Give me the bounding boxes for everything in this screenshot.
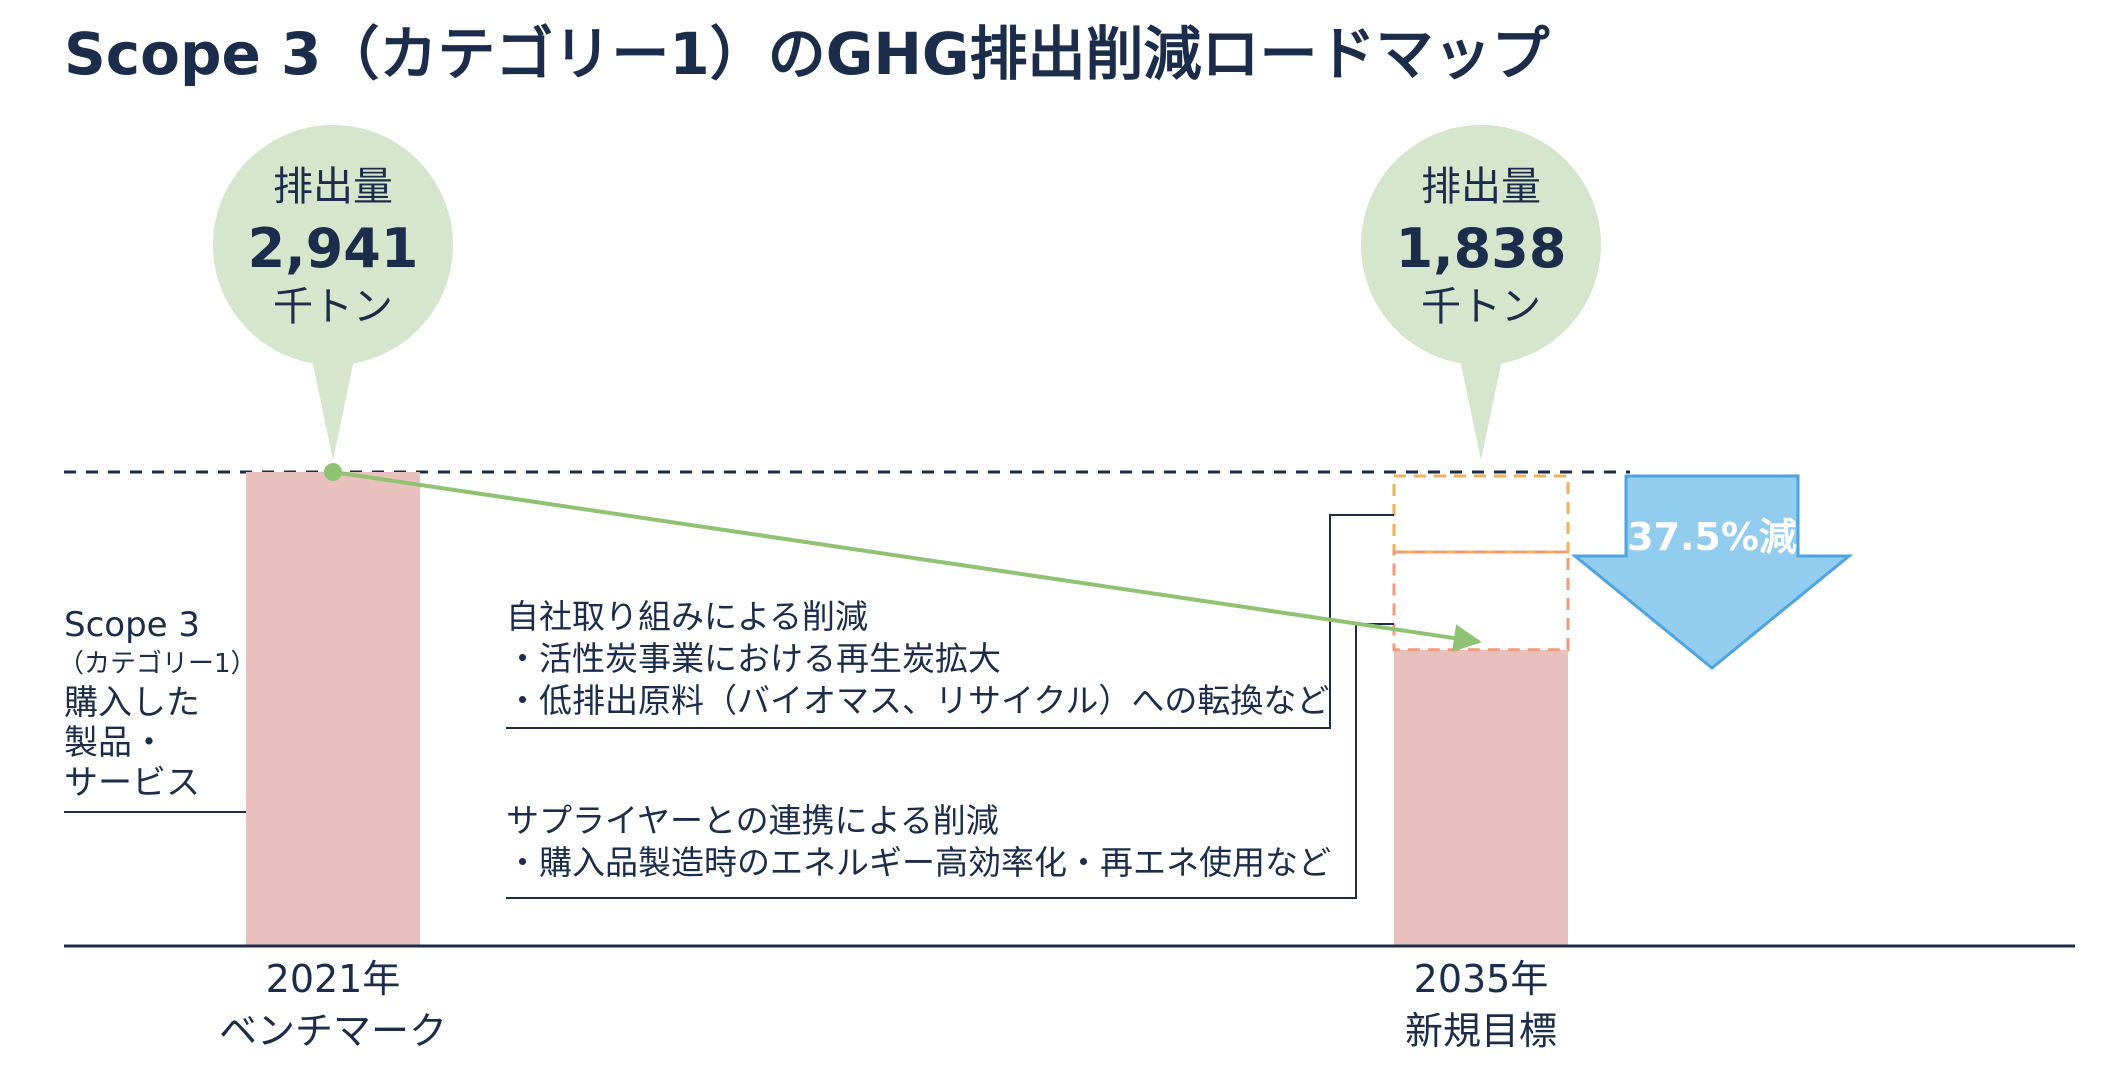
- category-label-line5: サービス: [64, 763, 200, 803]
- bubble-2035-value: 1,838: [1396, 217, 1567, 280]
- annotation-own-initiatives: 自社取り組みによる削減 ・活性炭事業における再生炭拡大 ・低排出原料（バイオマス…: [506, 514, 1394, 729]
- category-label: Scope 3 （カテゴリー1） 購入した 製品・ サービス: [58, 605, 257, 813]
- category-label-line4: 製品・: [64, 723, 166, 763]
- bubble-2021-label: 排出量: [273, 164, 393, 210]
- x-label-benchmark: ベンチマーク: [219, 1009, 447, 1053]
- bubble-2021-unit: 千トン: [273, 284, 393, 330]
- x-label-year-2021: 2021年: [266, 957, 401, 1001]
- bubble-2035-circle: [1361, 125, 1601, 365]
- bubble-2021-tail: [311, 355, 355, 460]
- category-label-line2: （カテゴリー1）: [58, 649, 257, 679]
- bubble-2035: 排出量 1,838 千トン: [1361, 125, 1601, 460]
- bubble-2035-tail: [1459, 355, 1503, 460]
- x-label-year-2035: 2035年: [1414, 957, 1549, 1001]
- x-label-new-target: 新規目標: [1405, 1009, 1557, 1053]
- bubble-2035-unit: 千トン: [1421, 284, 1541, 330]
- reduction-arrow: 37.5%減: [1570, 474, 1854, 670]
- annotation-2-heading: サプライヤーとの連携による削減: [506, 801, 999, 840]
- reduction-segment-lower: [1392, 550, 1570, 652]
- trend-arrow: [332, 470, 1482, 652]
- bubble-2035-label: 排出量: [1421, 164, 1541, 210]
- annotation-1-heading: 自社取り組みによる削減: [506, 597, 868, 636]
- reduction-segment-upper: [1392, 474, 1570, 554]
- annotation-2-bullet-1: ・購入品製造時のエネルギー高効率化・再エネ使用など: [506, 843, 1331, 882]
- bar-2021: [246, 472, 420, 946]
- bubble-2021: 排出量 2,941 千トン: [213, 125, 453, 460]
- annotation-1-bullet-1: ・活性炭事業における再生炭拡大: [506, 639, 1001, 678]
- category-label-line1: Scope 3: [64, 605, 200, 645]
- annotation-supplier-collaboration: サプライヤーとの連携による削減 ・購入品製造時のエネルギー高効率化・再エネ使用な…: [506, 623, 1394, 899]
- reduction-down-arrow-icon: [1570, 474, 1854, 670]
- annotation-2-leader-line: [506, 623, 1394, 899]
- bubble-2021-circle: [213, 125, 453, 365]
- reduction-percent-label: 37.5%減: [1627, 515, 1797, 559]
- category-label-line3: 購入した: [64, 683, 200, 723]
- annotation-1-bullet-2: ・低排出原料（バイオマス、リサイクル）への転換など: [506, 681, 1329, 720]
- bubble-2021-value: 2,941: [248, 217, 419, 280]
- bar-2035: [1394, 649, 1568, 946]
- chart-title: Scope 3（カテゴリー1）のGHG排出削減ロードマップ: [64, 20, 1550, 88]
